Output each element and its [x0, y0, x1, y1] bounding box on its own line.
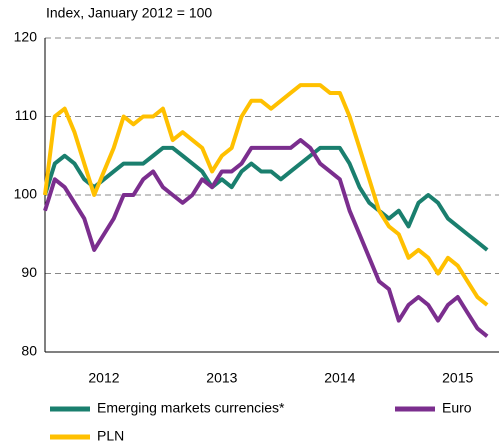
- y-tick-label: 100: [14, 186, 38, 202]
- y-tick-label: 120: [14, 29, 38, 45]
- series-line: [43, 83, 489, 307]
- y-tick-label: 90: [21, 264, 37, 280]
- x-tick-label: 2014: [324, 370, 355, 386]
- series-line: [43, 138, 489, 338]
- chart-subtitle: Index, January 2012 = 100: [46, 5, 212, 21]
- x-tick-label: 2015: [442, 370, 473, 386]
- y-tick-label: 110: [15, 107, 38, 123]
- x-tick-label: 2013: [206, 370, 237, 386]
- series-line: [43, 145, 489, 252]
- y-tick-label: 80: [21, 343, 37, 359]
- legend-label: Euro: [442, 400, 472, 416]
- legend-label: Emerging markets currencies*: [97, 400, 285, 416]
- x-tick-label: 2012: [88, 370, 119, 386]
- legend-label: PLN: [97, 428, 124, 444]
